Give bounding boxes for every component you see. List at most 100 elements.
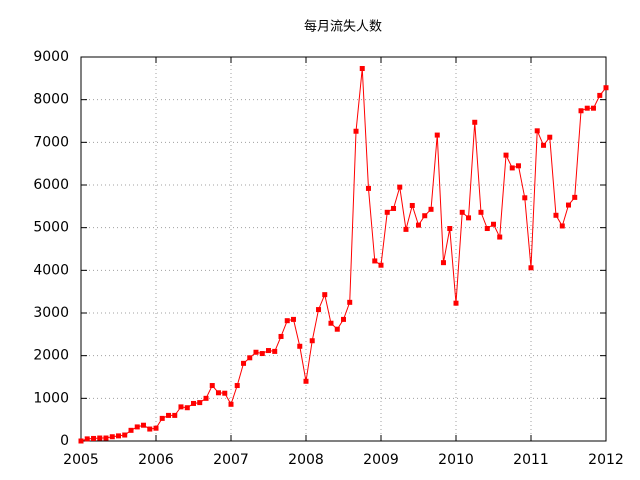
data-point [259,351,265,357]
data-point [91,435,97,441]
data-point [328,320,334,326]
data-point [178,404,184,410]
data-point [497,234,503,240]
data-point [172,412,178,418]
data-point [140,422,146,428]
data-point [391,205,397,211]
data-point [434,132,440,138]
data-point [534,128,540,134]
data-point [353,128,359,134]
data-point [191,400,196,406]
data-point [303,378,309,384]
data-point [359,66,365,72]
data-point [566,202,571,208]
data-point [153,425,159,431]
y-tick-label: 2000 [33,348,69,364]
data-point [309,338,315,344]
data-point [422,213,428,219]
data-point [147,426,153,432]
y-tick-label: 3000 [33,305,69,321]
data-point [247,355,253,361]
data-point [572,194,578,200]
data-point [134,424,140,430]
x-tick-label: 2009 [363,452,399,468]
data-point [116,433,121,439]
data-point [584,105,590,111]
data-point [365,185,371,191]
data-point [228,401,234,407]
data-point [347,299,353,305]
data-point [97,435,103,441]
data-point [215,390,221,396]
x-tick-label: 2011 [513,452,549,468]
data-point [378,262,384,268]
data-point [184,405,190,411]
data-point [472,119,478,125]
data-point [522,195,528,201]
data-point [578,108,584,114]
data-point [515,163,521,169]
data-point [266,348,271,354]
data-point [197,400,203,406]
data-point [416,222,421,228]
data-point [440,260,446,266]
x-tick-label: 2012 [588,452,624,468]
data-point [553,212,559,218]
y-tick-label: 7000 [33,134,69,150]
data-point [122,432,128,438]
x-tick-label: 2007 [213,452,249,468]
data-point [503,152,509,158]
data-point [297,343,303,349]
data-point [409,202,415,208]
data-point [466,215,472,221]
y-tick-label: 8000 [33,92,69,108]
data-point [372,258,378,264]
data-point [603,85,609,91]
data-point [459,209,465,215]
data-point [103,435,109,441]
data-point [384,209,390,215]
data-point [484,226,490,232]
data-point [541,142,547,148]
data-point [234,383,240,389]
x-tick-label: 2005 [63,452,99,468]
data-point [253,349,259,355]
data-point [590,105,596,111]
data-point [316,307,322,313]
data-point [428,206,434,212]
data-point [222,390,228,396]
data-point [84,436,90,442]
data-point [166,412,172,418]
x-tick-label: 2010 [438,452,474,468]
data-point [478,209,484,215]
x-tick-label: 2006 [138,452,174,468]
y-tick-label: 4000 [33,262,69,278]
data-point [559,223,565,229]
data-point [241,360,247,366]
data-point [284,318,290,324]
chart-title: 每月流失人数 [304,19,382,35]
data-point [272,348,278,354]
data-point [547,134,553,140]
data-point [203,395,209,401]
data-point [597,92,603,98]
data-point [278,333,284,339]
data-point [341,316,346,322]
y-tick-label: 0 [60,433,69,449]
data-point [491,221,496,227]
data-point [322,292,328,298]
y-tick-label: 6000 [33,177,69,193]
data-point [159,415,165,421]
data-point [403,226,409,232]
data-point [78,438,84,444]
data-point [334,326,340,332]
data-point [509,165,515,171]
data-point [128,427,134,433]
data-point [109,434,115,440]
plot-frame [80,56,607,442]
x-tick-label: 2008 [288,452,324,468]
y-tick-label: 5000 [33,220,69,236]
y-tick-label: 1000 [33,390,69,406]
y-tick-label: 9000 [33,49,69,65]
